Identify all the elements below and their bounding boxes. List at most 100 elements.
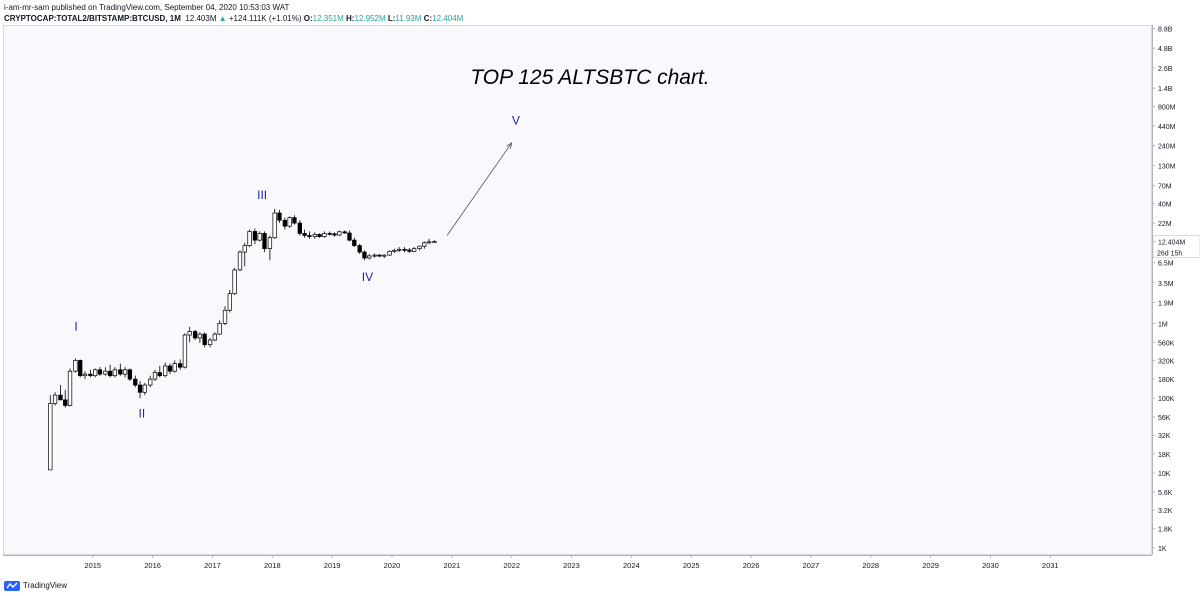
candle xyxy=(252,228,258,245)
candle xyxy=(332,232,337,237)
candle xyxy=(67,368,73,407)
candle xyxy=(202,332,207,348)
chart-header: i-am-mr-sam published on TradingView.com… xyxy=(4,2,1194,24)
y-tick-label: 1K xyxy=(1158,546,1167,553)
candle xyxy=(317,233,322,238)
candle xyxy=(362,250,367,261)
candle-body xyxy=(362,251,367,259)
candle xyxy=(48,395,53,471)
y-tick-label: 4.8B xyxy=(1158,46,1173,53)
y-tick-label: 440M xyxy=(1158,124,1176,131)
candle-body xyxy=(327,233,332,235)
candle xyxy=(107,364,113,378)
plot-area[interactable] xyxy=(3,25,1152,555)
candle xyxy=(163,362,168,378)
candle-body xyxy=(142,384,147,393)
candle xyxy=(93,368,98,378)
candle xyxy=(402,247,407,253)
candle-body xyxy=(242,245,247,253)
candle-body xyxy=(267,237,273,250)
y-tick-label: 56K xyxy=(1158,415,1171,422)
y-tick-label: 2.6B xyxy=(1158,66,1173,73)
candle xyxy=(127,368,133,381)
price-change: +124.111K (+1.01%) xyxy=(228,14,302,23)
high-value: 12.952M xyxy=(354,14,386,23)
x-tick-label: 2020 xyxy=(384,561,401,570)
candle xyxy=(426,238,432,245)
tradingview-logo-icon xyxy=(4,581,20,591)
wave-label: III xyxy=(257,188,267,202)
candle-body xyxy=(247,231,252,246)
candle-body xyxy=(133,378,138,386)
candle xyxy=(82,371,88,380)
candle xyxy=(97,367,103,376)
candle-body xyxy=(157,372,162,377)
x-tick-label: 2026 xyxy=(743,561,760,570)
candle-body xyxy=(182,334,188,368)
candle-body xyxy=(103,370,108,375)
price-axis[interactable] xyxy=(1152,25,1200,555)
x-tick-label: 2027 xyxy=(803,561,820,570)
candle xyxy=(272,208,277,239)
candle-body xyxy=(377,254,382,257)
publish-info: i-am-mr-sam published on TradingView.com… xyxy=(4,3,290,12)
footer-brand[interactable]: TradingView xyxy=(23,581,68,590)
wave-label: V xyxy=(512,113,520,127)
last-price-tag xyxy=(1152,235,1200,258)
x-tick-label: 2017 xyxy=(204,561,221,570)
candle-body xyxy=(88,373,93,377)
candle xyxy=(377,253,382,258)
candle xyxy=(78,359,83,378)
candle xyxy=(112,367,118,378)
candle-body xyxy=(282,219,288,227)
candle xyxy=(282,217,288,230)
candle-body xyxy=(237,251,243,271)
y-tick-label: 1M xyxy=(1158,321,1168,328)
y-tick-label: 320K xyxy=(1158,358,1175,365)
candle-body xyxy=(417,245,422,250)
candle-body xyxy=(212,333,217,341)
candle-body xyxy=(48,403,53,471)
x-tick-label: 2019 xyxy=(324,561,341,570)
candle-body xyxy=(67,370,73,406)
candle-body xyxy=(387,251,392,256)
candle xyxy=(292,215,297,225)
candle xyxy=(207,337,213,348)
candle xyxy=(267,235,273,261)
candle-body xyxy=(202,333,207,346)
candle-body xyxy=(357,245,362,253)
open-value: 12.351M xyxy=(312,14,344,23)
x-tick-label: 2030 xyxy=(982,561,999,570)
candle xyxy=(237,250,243,272)
candle-body xyxy=(257,233,262,241)
candle xyxy=(152,369,158,381)
candle-body xyxy=(52,394,58,404)
candle-body xyxy=(392,249,397,252)
y-tick-label: 22M xyxy=(1158,221,1172,228)
candle xyxy=(222,306,228,326)
candle xyxy=(88,369,93,378)
x-tick-label: 2023 xyxy=(563,561,580,570)
candle xyxy=(312,232,317,239)
candle-body xyxy=(402,248,407,251)
candle-body xyxy=(192,331,198,339)
candle xyxy=(182,333,188,369)
y-tick-label: 180K xyxy=(1158,377,1175,384)
candle xyxy=(148,375,153,388)
candle xyxy=(372,253,377,258)
candle-body xyxy=(217,323,222,335)
candle xyxy=(347,230,352,242)
price-axis-ticks: 8.8B 4.8B 2.6B 1.4B 800M 440M 240M 130M 70M 40M 22… xyxy=(1152,26,1200,553)
arrow-head-icon xyxy=(506,142,513,149)
time-axis[interactable] xyxy=(3,555,1152,573)
candle xyxy=(337,230,342,236)
candle-body xyxy=(407,249,412,252)
y-tick-label: 130M xyxy=(1158,163,1176,170)
candle xyxy=(177,359,183,370)
candle-body xyxy=(197,333,203,339)
candle xyxy=(392,248,397,253)
candle-body xyxy=(426,241,432,244)
chart-title: TOP 125 ALTSBTC chart. xyxy=(470,66,709,89)
